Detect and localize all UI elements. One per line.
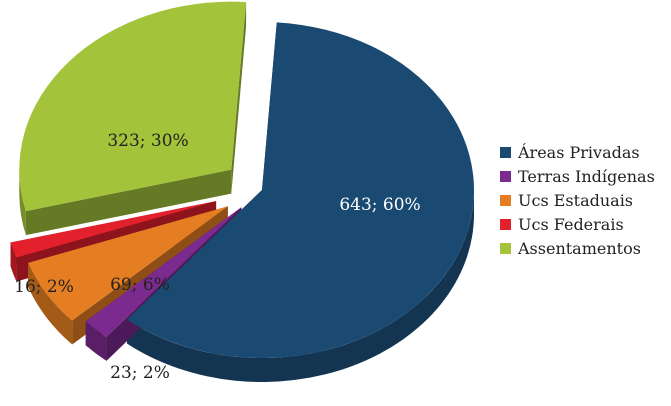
label-ucs-federais: 16; 2%	[14, 277, 74, 297]
slice-terras-indigenas-rim	[85, 321, 107, 361]
legend-swatch	[500, 194, 511, 206]
legend-label: Ucs Estaduais	[518, 190, 634, 210]
legend: Áreas Privadas Terras Indígenas Ucs Esta…	[500, 140, 655, 260]
legend-item-areas-privadas: Áreas Privadas	[500, 140, 655, 164]
legend-label: Assentamentos	[518, 238, 641, 258]
slice-areas-privadas-rim	[127, 190, 474, 382]
legend-item-ucs-estaduais: Ucs Estaduais	[500, 188, 655, 212]
label-ucs-estaduais: 69; 6%	[110, 275, 170, 295]
slice-terras-indigenas	[85, 207, 242, 337]
legend-swatch	[500, 146, 511, 158]
slice-assentamentos-wall	[25, 169, 232, 236]
legend-swatch	[500, 218, 511, 230]
label-assentamentos: 323; 30%	[107, 131, 188, 151]
label-terras-indigenas: 23; 2%	[110, 363, 170, 383]
legend-swatch	[500, 242, 511, 254]
slice-assentamentos	[19, 1, 247, 212]
legend-label: Áreas Privadas	[518, 142, 640, 162]
legend-item-ucs-federais: Ucs Federais	[500, 212, 655, 236]
legend-item-assentamentos: Assentamentos	[500, 236, 655, 260]
slice-assentamentos-wall	[231, 2, 247, 194]
slice-ucs-federais	[10, 201, 217, 258]
slice-ucs-federais-rim	[10, 242, 17, 282]
legend-item-terras-indigenas: Terras Indígenas	[500, 164, 655, 188]
label-areas-privadas: 643; 60%	[339, 195, 420, 215]
slice-ucs-estaduais	[28, 206, 228, 321]
slice-ucs-federais-wall	[10, 201, 217, 267]
legend-label: Ucs Federais	[518, 214, 624, 234]
slice-areas-privadas	[127, 22, 475, 358]
slice-assentamentos-rim	[19, 169, 26, 236]
slice-ucs-estaduais-rim	[28, 262, 73, 345]
legend-swatch	[500, 170, 511, 182]
legend-label: Terras Indígenas	[518, 166, 655, 186]
